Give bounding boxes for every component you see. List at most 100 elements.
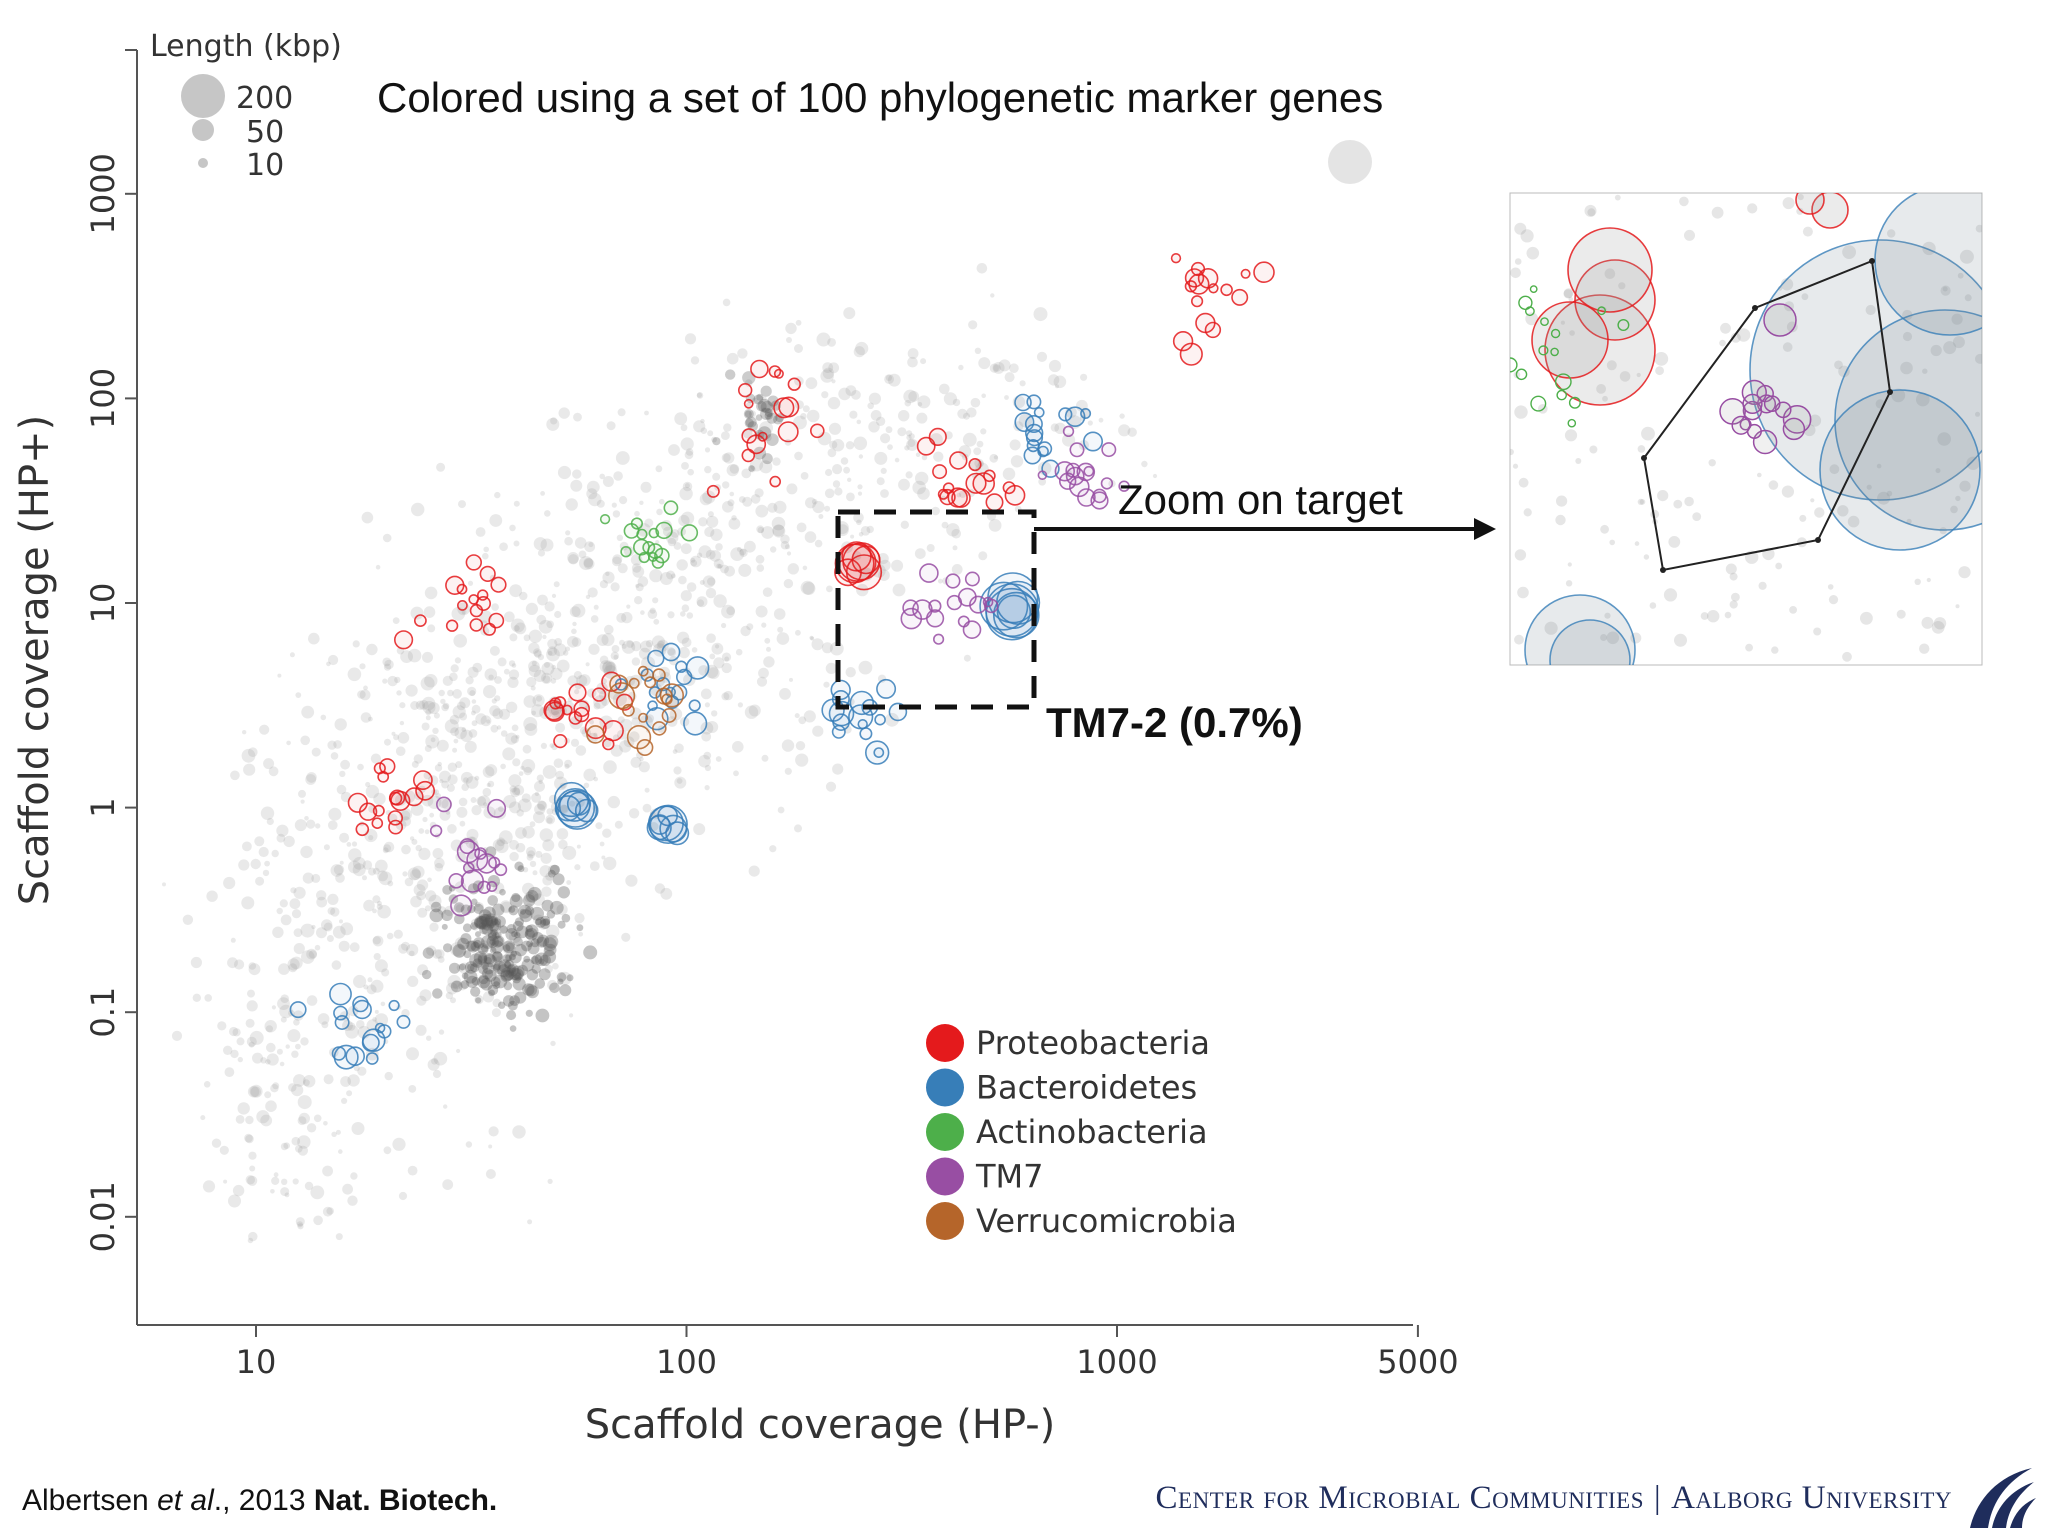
background-point: [748, 865, 760, 877]
background-point: [546, 417, 560, 431]
background-point: [411, 838, 418, 845]
background-point: [277, 673, 282, 678]
background-point: [271, 849, 279, 858]
x-tick-label: 10: [236, 1343, 277, 1381]
background-point: [505, 928, 518, 941]
scaffold-point-proteobacteria: [372, 804, 385, 817]
inset-point-bacteroidetes: [1749, 239, 1982, 501]
background-point: [247, 1175, 258, 1186]
background-point: [400, 816, 411, 827]
background-point: [1141, 460, 1148, 468]
x-tick-label: 100: [656, 1343, 717, 1381]
background-point: [446, 783, 455, 792]
background-point: [288, 963, 298, 973]
background-point: [313, 1114, 322, 1123]
background-point: [773, 500, 787, 514]
background-point: [565, 530, 571, 536]
background-point: [684, 333, 697, 345]
background-point: [879, 559, 891, 571]
background-point: [428, 894, 442, 908]
background-point: [730, 547, 745, 561]
background-point: [537, 800, 547, 810]
background-point: [674, 412, 688, 426]
inset-background-point: [1654, 352, 1669, 366]
background-point: [707, 511, 714, 518]
background-point: [320, 714, 327, 721]
background-point: [530, 956, 539, 965]
background-point: [522, 744, 532, 754]
background-point: [757, 398, 772, 413]
background-point: [249, 1165, 256, 1172]
background-point: [475, 713, 487, 725]
citation-journal: Nat. Biotech.: [313, 1484, 498, 1517]
background-point: [297, 1135, 311, 1149]
background-point: [853, 346, 865, 358]
inset-background-point: [1926, 577, 1931, 583]
background-point: [590, 615, 599, 623]
background-point: [471, 699, 477, 704]
background-point: [509, 801, 521, 814]
background-point: [489, 705, 501, 717]
y-axis-label: Scaffold coverage (HP+): [12, 415, 58, 906]
background-point: [846, 492, 855, 502]
background-point: [482, 766, 495, 778]
scaffold-point-proteobacteria: [602, 719, 624, 742]
scaffold-point-proteobacteria: [932, 464, 948, 480]
x-tick-label: 5000: [1377, 1343, 1458, 1381]
background-point: [704, 785, 710, 791]
background-point: [308, 632, 320, 645]
background-point: [283, 835, 295, 848]
background-point: [434, 862, 444, 872]
background-point: [565, 498, 578, 511]
background-point: [539, 828, 553, 842]
background-point: [437, 956, 445, 963]
background-point: [300, 923, 315, 938]
background-point: [450, 980, 463, 993]
background-point: [678, 646, 690, 659]
inset-background-point: [1896, 609, 1906, 619]
background-point: [182, 914, 194, 925]
scaffold-point-tm7: [462, 861, 475, 874]
background-point: [867, 402, 874, 410]
background-point: [707, 430, 714, 437]
background-point: [302, 872, 314, 884]
background-point: [537, 934, 550, 947]
inset-point-actinobacteria: [1540, 317, 1549, 326]
background-point: [271, 1176, 280, 1185]
background-point: [988, 519, 1002, 532]
scaffold-point-proteobacteria: [377, 770, 390, 783]
inset-background-point: [1808, 414, 1822, 427]
inset-background-point: [1619, 371, 1631, 382]
background-point: [492, 708, 504, 720]
background-point: [610, 651, 619, 660]
phylum-legend: ProteobacteriaBacteroidetesActinobacteri…: [926, 1024, 1237, 1240]
background-point: [531, 704, 544, 718]
background-point: [433, 1051, 448, 1066]
background-point: [569, 606, 581, 618]
background-point: [284, 1192, 290, 1198]
background-point: [794, 713, 800, 719]
background-point: [525, 927, 538, 941]
background-point: [535, 695, 543, 702]
background-point: [723, 423, 732, 432]
background-point: [563, 650, 569, 656]
background-point: [974, 347, 982, 354]
background-point: [526, 969, 539, 981]
scaffold-point-tm7: [969, 595, 988, 614]
background-point: [264, 860, 270, 867]
citation-etal: et al: [157, 1484, 214, 1517]
background-point: [639, 756, 644, 762]
background-point: [603, 856, 617, 871]
scaffold-point-tm7: [448, 872, 465, 889]
background-point: [316, 890, 327, 901]
background-point: [877, 674, 887, 683]
background-point: [313, 1215, 323, 1226]
background-point: [430, 901, 442, 913]
background-point: [554, 776, 568, 791]
inset-background-point: [1606, 360, 1617, 371]
inset-background-point: [1930, 344, 1942, 357]
background-point: [436, 739, 449, 752]
background-point: [667, 648, 677, 657]
background-point: [892, 583, 906, 597]
background-point: [606, 421, 616, 431]
